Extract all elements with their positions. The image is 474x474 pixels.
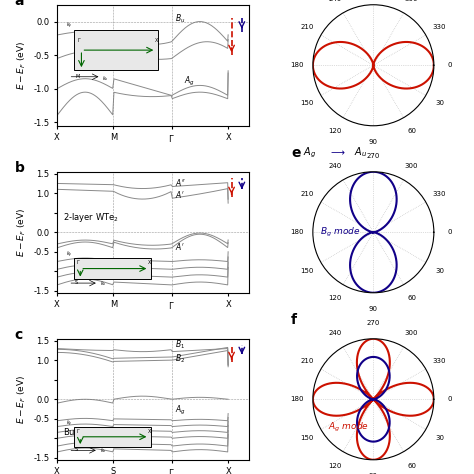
Text: 2-layer WTe$_2$: 2-layer WTe$_2$ [63, 211, 118, 224]
Text: Bulk WTe$_2$: Bulk WTe$_2$ [63, 427, 107, 439]
Text: $A''$: $A''$ [175, 177, 186, 188]
Text: $A_g$: $A_g$ [183, 75, 194, 88]
Y-axis label: $E-E_F$ (eV): $E-E_F$ (eV) [15, 41, 27, 90]
Text: $B_2$: $B_2$ [175, 352, 185, 365]
Text: e: e [291, 146, 301, 160]
Y-axis label: $E-E_F$ (eV): $E-E_F$ (eV) [15, 208, 27, 257]
Text: $\longrightarrow$: $\longrightarrow$ [328, 147, 346, 157]
Text: b: b [15, 161, 25, 175]
Text: $A_u$: $A_u$ [354, 145, 367, 159]
Text: $B_1$: $B_1$ [175, 338, 185, 351]
Text: $B_u$: $B_u$ [175, 12, 185, 25]
Text: $A_g$: $A_g$ [303, 145, 316, 160]
Text: a: a [15, 0, 24, 8]
Text: $A_g$ mode: $A_g$ mode [328, 421, 369, 434]
Text: $B_g$ mode: $B_g$ mode [320, 226, 360, 239]
Text: $A'$: $A'$ [175, 241, 185, 252]
Text: c: c [15, 328, 23, 342]
Text: $A_g$: $A_g$ [175, 404, 186, 418]
Y-axis label: $E-E_F$ (eV): $E-E_F$ (eV) [15, 375, 27, 424]
Text: f: f [291, 313, 297, 327]
Text: $A'$: $A'$ [175, 189, 185, 200]
